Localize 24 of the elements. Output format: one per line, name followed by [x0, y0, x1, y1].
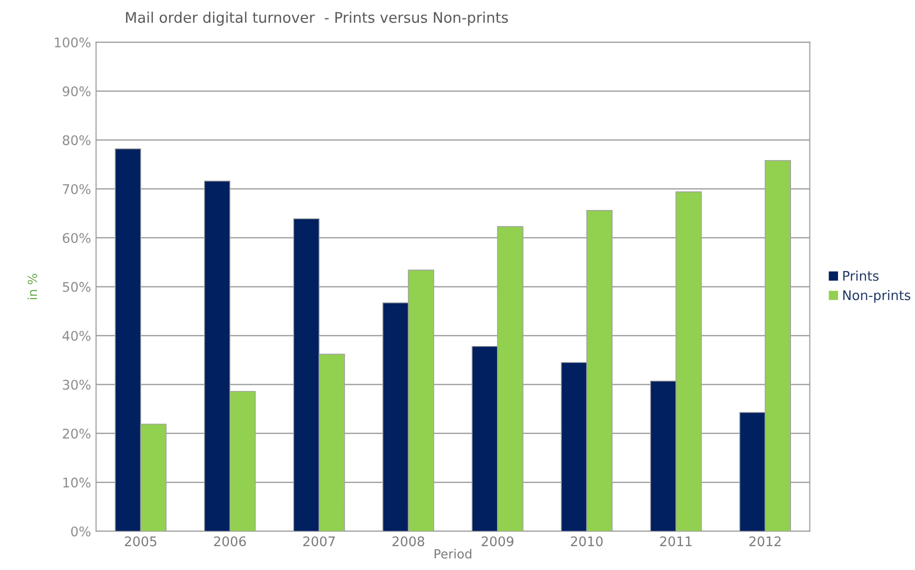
x-tick-label: 2007	[303, 536, 335, 546]
x-tick-label: 2008	[392, 536, 424, 546]
x-axis-title: Period	[434, 548, 472, 559]
x-tick-label: 2011	[660, 536, 692, 546]
x-tick-label: 2006	[214, 536, 246, 546]
y-tick-label: 90%	[62, 86, 90, 96]
x-tick-label: 2005	[124, 536, 156, 546]
y-tick-label: 100%	[54, 37, 90, 48]
x-tick-label: 2010	[570, 536, 603, 546]
legend-label: Prints	[843, 270, 879, 281]
y-tick-label: 20%	[62, 428, 90, 439]
chart-title: Mail order digital turnover - Prints versus Non-prints	[126, 12, 508, 26]
x-tick-label: 2009	[482, 536, 514, 546]
y-tick-label: 70%	[62, 184, 90, 194]
y-tick-label: 10%	[63, 478, 90, 488]
y-axis-title: in %	[28, 274, 38, 300]
x-tick-label: 2012	[749, 536, 781, 546]
y-tick-label: 50%	[62, 282, 90, 292]
y-tick-label: 0%	[71, 526, 90, 536]
y-tick-label: 40%	[62, 330, 90, 341]
y-tick-label: 60%	[62, 233, 90, 244]
y-tick-label: 30%	[62, 380, 90, 390]
y-tick-label: 80%	[62, 135, 90, 146]
legend-label: Non-prints	[843, 290, 910, 303]
